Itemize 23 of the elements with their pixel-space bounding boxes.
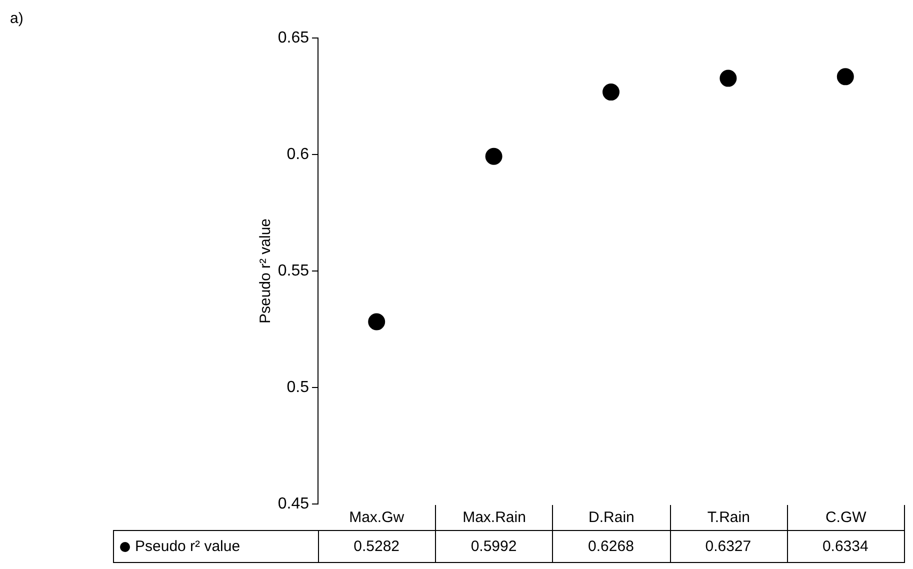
data-label: 0.6268 bbox=[552, 530, 671, 563]
y-tick-label: 0.55 bbox=[278, 262, 310, 280]
y-tick-label: 0.6 bbox=[286, 146, 310, 163]
point bbox=[368, 313, 386, 330]
point bbox=[720, 70, 737, 87]
y-tick-label: 0.5 bbox=[286, 378, 310, 396]
x-tick-label: Max.Gw bbox=[318, 505, 436, 531]
data-label: 0.5992 bbox=[435, 530, 554, 563]
x-tick-label: D.Rain bbox=[552, 505, 671, 531]
point bbox=[836, 68, 854, 86]
data-label: 0.5282 bbox=[318, 530, 436, 563]
data-label: 0.6334 bbox=[786, 530, 905, 563]
point bbox=[485, 148, 502, 165]
text: a) bbox=[10, 10, 24, 27]
x-tick-label: T.Rain bbox=[670, 505, 788, 531]
x-tick-label: C.GW bbox=[786, 505, 905, 531]
x-tick-label: Max.Rain bbox=[435, 505, 554, 531]
legend-label: Pseudo r² value bbox=[135, 538, 240, 555]
y-tick-label: 0.65 bbox=[278, 29, 310, 46]
data-label: 0.6327 bbox=[670, 530, 788, 563]
y-axis-title: Pseudo r² value bbox=[257, 218, 274, 324]
y-tick-label: 0.45 bbox=[278, 495, 310, 512]
point bbox=[602, 84, 620, 101]
